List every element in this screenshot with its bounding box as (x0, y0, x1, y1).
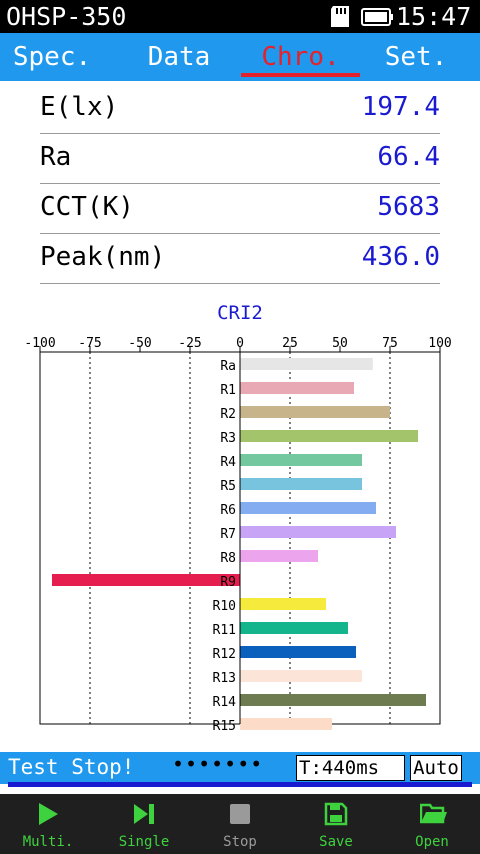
app-title: OHSP-350 (6, 2, 127, 31)
bar-r14 (240, 694, 426, 706)
category-label: R14 (213, 695, 237, 710)
bar-r15 (240, 718, 332, 730)
reading-row-peak: Peak(nm) 436.0 (40, 234, 440, 284)
open-button[interactable]: Open (384, 794, 480, 854)
x-tick-label: 25 (282, 336, 298, 351)
stop-label: Stop (223, 834, 257, 850)
category-label: R13 (213, 671, 236, 686)
multi-button[interactable]: Multi. (0, 794, 96, 854)
category-label: R7 (220, 527, 236, 542)
bar-r12 (240, 646, 356, 658)
category-label: R11 (213, 623, 236, 638)
category-label: R5 (220, 479, 236, 494)
category-label: R1 (220, 383, 236, 398)
open-label: Open (415, 834, 449, 850)
reading-label: CCT(K) (40, 192, 134, 222)
play-icon (39, 803, 58, 825)
sd-card-icon (331, 6, 349, 27)
bar-r10 (240, 598, 326, 610)
reading-value: 66.4 (377, 142, 440, 172)
save-icon (324, 802, 348, 826)
chart-title: CRI2 (217, 302, 263, 324)
bar-r11 (240, 622, 348, 634)
x-tick-label: -50 (128, 336, 151, 351)
category-label: R4 (220, 455, 236, 470)
category-label: R6 (220, 503, 236, 518)
bar-r9 (52, 574, 240, 586)
clock: 15:47 (396, 2, 472, 31)
active-tab-indicator (241, 73, 360, 77)
reading-label: Ra (40, 142, 72, 172)
cri-bar-chart: CRI2 -100 -75 -50 -25 0 25 50 75 100 Ra R1 R2 R3 R4 R… (24, 302, 451, 734)
test-status-text: Test Stop! (8, 755, 135, 779)
readings-panel: E(lx) 197.4 Ra 66.4 CCT(K) 5683 Peak(nm)… (40, 84, 440, 284)
reading-value: 5683 (377, 192, 440, 222)
x-tick-label: -25 (178, 336, 201, 351)
reading-label: E(lx) (40, 92, 119, 122)
category-label: R3 (220, 431, 236, 446)
bar-r7 (240, 526, 396, 538)
tab-spec[interactable]: Spec. (12, 42, 92, 72)
tab-data[interactable]: Data (147, 42, 211, 72)
x-tick-label: -100 (24, 336, 55, 351)
status-bar: OHSP-350 15:47 (0, 0, 480, 33)
x-tick-label: 75 (382, 336, 398, 351)
bar-r4 (240, 454, 362, 466)
category-label: Ra (220, 359, 236, 374)
single-button[interactable]: Single (96, 794, 192, 854)
category-label: R12 (213, 647, 236, 662)
tab-chro[interactable]: Chro. (261, 42, 340, 72)
mode-toggle[interactable]: Auto (410, 755, 462, 781)
stop-icon (230, 804, 250, 824)
bar-r3 (240, 430, 418, 442)
reading-value: 436.0 (361, 242, 440, 272)
category-label: R8 (220, 551, 236, 566)
step-forward-icon (134, 804, 154, 824)
bar-r8 (240, 550, 318, 562)
x-tick-label: 0 (236, 336, 244, 351)
single-label: Single (118, 834, 170, 850)
reading-row-illuminance: E(lx) 197.4 (40, 84, 440, 134)
stop-button[interactable]: Stop (192, 794, 288, 854)
integration-time-field[interactable]: T:440ms (296, 755, 405, 781)
multi-label: Multi. (22, 834, 74, 850)
bar-ra (240, 358, 373, 370)
bar-r6 (240, 502, 376, 514)
bar-r13 (240, 670, 362, 682)
x-tick-label: 100 (428, 336, 451, 351)
category-label: R9 (220, 575, 236, 590)
bottom-toolbar: Multi. Single Stop Save Open (0, 794, 480, 854)
folder-open-icon (420, 803, 447, 824)
divider-line (8, 782, 472, 787)
category-label: R10 (213, 599, 236, 614)
battery-icon (361, 8, 393, 26)
reading-row-ra: Ra 66.4 (40, 134, 440, 184)
reading-label: Peak(nm) (40, 242, 166, 272)
reading-value: 197.4 (361, 92, 440, 122)
category-label: R15 (213, 719, 236, 734)
category-label: R2 (220, 407, 236, 422)
x-tick-label: 50 (332, 336, 348, 351)
save-button[interactable]: Save (288, 794, 384, 854)
x-tick-label: -75 (78, 336, 101, 351)
bar-r5 (240, 478, 362, 490)
progress-dots: ••••••• (172, 752, 264, 776)
tab-bar: Spec. Data Chro. Set. (0, 33, 480, 81)
bar-r2 (240, 406, 390, 418)
tab-set[interactable]: Set. (384, 42, 448, 72)
measurement-status-bar: Test Stop! ••••••• T:440ms Auto (0, 752, 480, 784)
save-label: Save (319, 834, 353, 850)
reading-row-cct: CCT(K) 5683 (40, 184, 440, 234)
bar-r1 (240, 382, 354, 394)
